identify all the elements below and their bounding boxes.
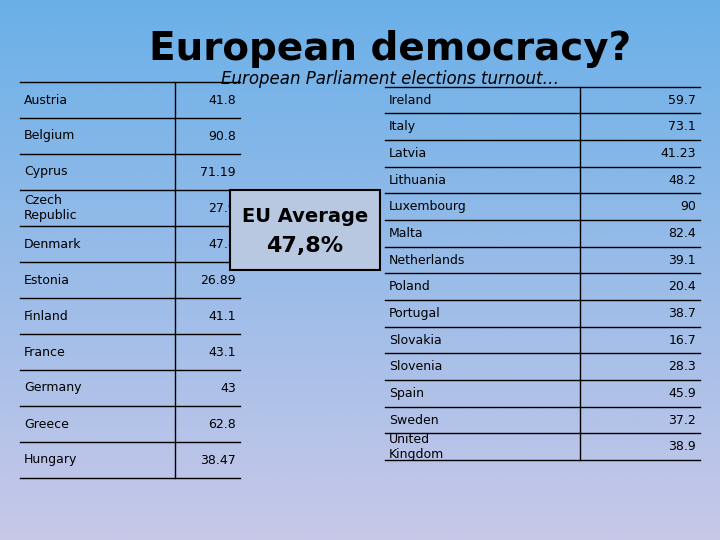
Text: 39.1: 39.1 xyxy=(668,253,696,267)
Text: 82.4: 82.4 xyxy=(668,227,696,240)
Text: 38.7: 38.7 xyxy=(668,307,696,320)
Text: Sweden: Sweden xyxy=(389,414,438,427)
Text: Malta: Malta xyxy=(389,227,423,240)
Text: EU Average: EU Average xyxy=(242,206,368,226)
Text: Portugal: Portugal xyxy=(389,307,441,320)
Text: Spain: Spain xyxy=(389,387,424,400)
Text: 41.1: 41.1 xyxy=(208,309,236,322)
Text: Denmark: Denmark xyxy=(24,238,81,251)
Text: Greece: Greece xyxy=(24,417,69,430)
Text: 27.9: 27.9 xyxy=(208,201,236,214)
Text: 90: 90 xyxy=(680,200,696,213)
Text: Finland: Finland xyxy=(24,309,68,322)
Text: Belgium: Belgium xyxy=(24,130,76,143)
Text: Lithuania: Lithuania xyxy=(389,173,447,186)
Text: European democracy?: European democracy? xyxy=(149,30,631,68)
Text: 45.9: 45.9 xyxy=(668,387,696,400)
Text: 47.8: 47.8 xyxy=(208,238,236,251)
Text: Czech
Republic: Czech Republic xyxy=(24,194,78,222)
Text: Estonia: Estonia xyxy=(24,273,70,287)
Text: Luxembourg: Luxembourg xyxy=(389,200,467,213)
Text: France: France xyxy=(24,346,66,359)
Text: Netherlands: Netherlands xyxy=(389,253,465,267)
Text: 43: 43 xyxy=(220,381,236,395)
Text: 48.2: 48.2 xyxy=(668,173,696,186)
Text: Slovakia: Slovakia xyxy=(389,334,442,347)
Text: Poland: Poland xyxy=(389,280,431,293)
Text: Italy: Italy xyxy=(389,120,416,133)
Text: Germany: Germany xyxy=(24,381,81,395)
Text: 41.8: 41.8 xyxy=(208,93,236,106)
FancyBboxPatch shape xyxy=(230,190,380,270)
Text: 62.8: 62.8 xyxy=(208,417,236,430)
Text: Latvia: Latvia xyxy=(389,147,427,160)
Text: 20.4: 20.4 xyxy=(668,280,696,293)
Text: 47,8%: 47,8% xyxy=(266,236,343,256)
Text: Cyprus: Cyprus xyxy=(24,165,68,179)
Text: Slovenia: Slovenia xyxy=(389,360,442,373)
Text: Austria: Austria xyxy=(24,93,68,106)
Text: 59.7: 59.7 xyxy=(668,93,696,106)
Text: 43.1: 43.1 xyxy=(208,346,236,359)
Text: 71.19: 71.19 xyxy=(200,165,236,179)
Text: 28.3: 28.3 xyxy=(668,360,696,373)
Text: 38.47: 38.47 xyxy=(200,454,236,467)
Text: 26.89: 26.89 xyxy=(200,273,236,287)
Text: 73.1: 73.1 xyxy=(668,120,696,133)
Text: 41.23: 41.23 xyxy=(660,147,696,160)
Text: Hungary: Hungary xyxy=(24,454,77,467)
Text: 16.7: 16.7 xyxy=(668,334,696,347)
Text: 38.9: 38.9 xyxy=(668,440,696,453)
Text: United
Kingdom: United Kingdom xyxy=(389,433,444,461)
Text: 90.8: 90.8 xyxy=(208,130,236,143)
Text: Ireland: Ireland xyxy=(389,93,433,106)
Text: 37.2: 37.2 xyxy=(668,414,696,427)
Text: European Parliament elections turnout…: European Parliament elections turnout… xyxy=(221,70,559,88)
